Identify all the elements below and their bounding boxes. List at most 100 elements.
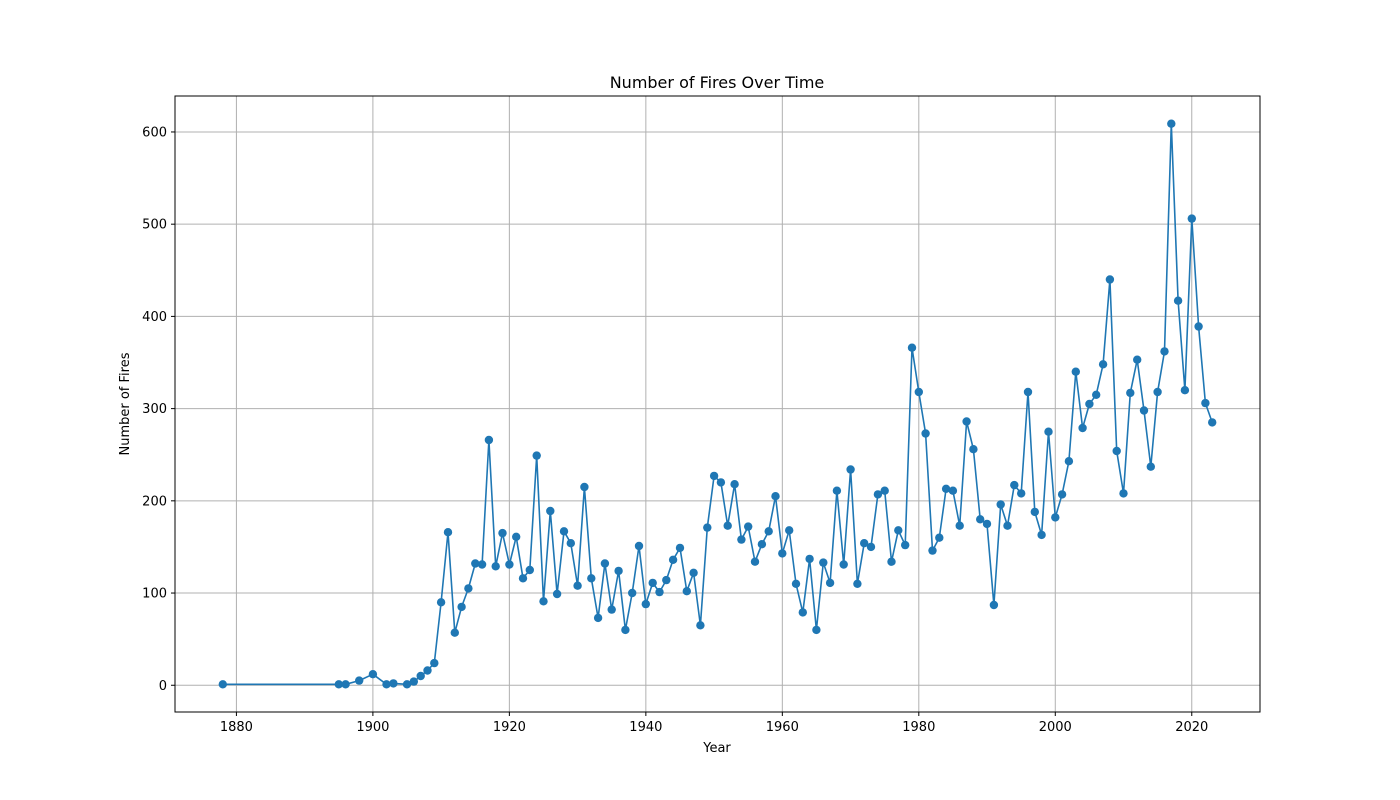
data-point bbox=[880, 486, 889, 495]
x-axis-label: Year bbox=[702, 741, 731, 756]
data-point bbox=[675, 543, 685, 553]
data-point bbox=[600, 559, 610, 568]
data-point bbox=[1160, 347, 1169, 356]
data-point bbox=[491, 562, 500, 571]
data-point bbox=[662, 575, 671, 585]
data-point bbox=[566, 539, 575, 548]
data-point bbox=[505, 560, 514, 569]
data-point bbox=[1085, 399, 1094, 409]
x-tick-label: 1960 bbox=[766, 720, 799, 735]
data-point bbox=[914, 387, 923, 397]
data-point bbox=[976, 515, 985, 524]
data-point bbox=[778, 549, 787, 558]
data-point bbox=[1194, 322, 1203, 331]
data-point bbox=[532, 451, 541, 460]
chart-title: Number of Fires Over Time bbox=[610, 73, 825, 92]
data-point bbox=[559, 527, 569, 536]
data-point bbox=[716, 478, 726, 487]
data-point bbox=[941, 484, 951, 493]
data-point bbox=[484, 435, 494, 445]
data-point bbox=[628, 588, 637, 598]
y-axis: 0 100 200 300 400 500 600 bbox=[142, 125, 175, 694]
data-point bbox=[935, 533, 944, 542]
data-point bbox=[1030, 507, 1040, 517]
data-point bbox=[525, 565, 534, 575]
data-point bbox=[457, 602, 466, 612]
data-point bbox=[477, 560, 487, 569]
y-tick-label: 200 bbox=[142, 494, 167, 509]
data-point bbox=[1105, 275, 1115, 284]
data-point bbox=[853, 579, 862, 588]
data-point bbox=[825, 578, 835, 588]
data-point bbox=[573, 581, 582, 590]
data-point bbox=[791, 579, 801, 588]
data-point bbox=[368, 670, 378, 679]
data-point bbox=[539, 597, 548, 606]
data-point bbox=[1037, 530, 1046, 540]
x-tick-label: 2020 bbox=[1175, 720, 1208, 735]
data-point bbox=[805, 554, 814, 564]
data-point bbox=[921, 429, 930, 438]
data-point bbox=[723, 521, 732, 530]
data-point bbox=[866, 542, 876, 552]
data-point bbox=[580, 482, 589, 492]
data-point bbox=[1078, 423, 1087, 433]
data-point bbox=[430, 658, 439, 668]
data-point bbox=[1098, 360, 1108, 369]
data-point bbox=[436, 598, 446, 607]
data-point bbox=[969, 445, 978, 454]
y-tick-label: 600 bbox=[142, 125, 167, 140]
data-point bbox=[1133, 355, 1142, 364]
data-point bbox=[498, 528, 507, 538]
y-tick-label: 100 bbox=[142, 587, 167, 602]
data-point bbox=[355, 676, 364, 685]
data-point bbox=[1044, 427, 1053, 436]
data-point bbox=[709, 471, 719, 481]
data-point bbox=[1173, 296, 1183, 305]
data-point bbox=[552, 589, 562, 599]
data-point bbox=[409, 677, 418, 686]
data-point bbox=[1146, 462, 1156, 471]
y-axis-label: Number of Fires bbox=[118, 352, 133, 455]
data-point bbox=[928, 546, 937, 555]
data-point bbox=[832, 486, 842, 495]
data-point bbox=[771, 492, 780, 501]
data-point bbox=[696, 621, 705, 630]
data-point bbox=[1092, 390, 1101, 399]
data-point bbox=[641, 599, 650, 609]
data-point bbox=[1057, 490, 1067, 499]
data-point bbox=[948, 486, 958, 495]
y-tick-label: 400 bbox=[142, 310, 167, 325]
x-tick-label: 2000 bbox=[1039, 720, 1072, 735]
data-point bbox=[1187, 214, 1197, 223]
data-point bbox=[887, 557, 896, 566]
data-point bbox=[962, 417, 971, 426]
data-point bbox=[655, 587, 664, 597]
data-point bbox=[1003, 521, 1012, 530]
data-point bbox=[1023, 387, 1033, 397]
data-point bbox=[593, 613, 603, 623]
data-point bbox=[1126, 388, 1135, 398]
data-point bbox=[907, 343, 917, 352]
data-point bbox=[512, 532, 521, 541]
x-tick-label: 1940 bbox=[629, 720, 662, 735]
y-tick-label: 300 bbox=[142, 402, 167, 417]
data-point bbox=[587, 574, 596, 583]
data-point bbox=[812, 625, 821, 635]
data-point bbox=[839, 560, 848, 569]
data-point bbox=[1064, 457, 1074, 466]
data-point bbox=[648, 578, 657, 588]
x-tick-label: 1920 bbox=[493, 720, 526, 735]
data-point bbox=[546, 506, 555, 516]
data-point bbox=[1153, 387, 1162, 397]
data-point bbox=[846, 465, 855, 474]
data-point bbox=[1051, 513, 1060, 522]
data-point bbox=[1180, 386, 1190, 395]
data-point bbox=[614, 566, 623, 576]
data-point bbox=[443, 528, 453, 537]
data-point bbox=[1010, 480, 1019, 490]
data-point bbox=[1119, 489, 1128, 498]
data-point bbox=[730, 480, 739, 489]
